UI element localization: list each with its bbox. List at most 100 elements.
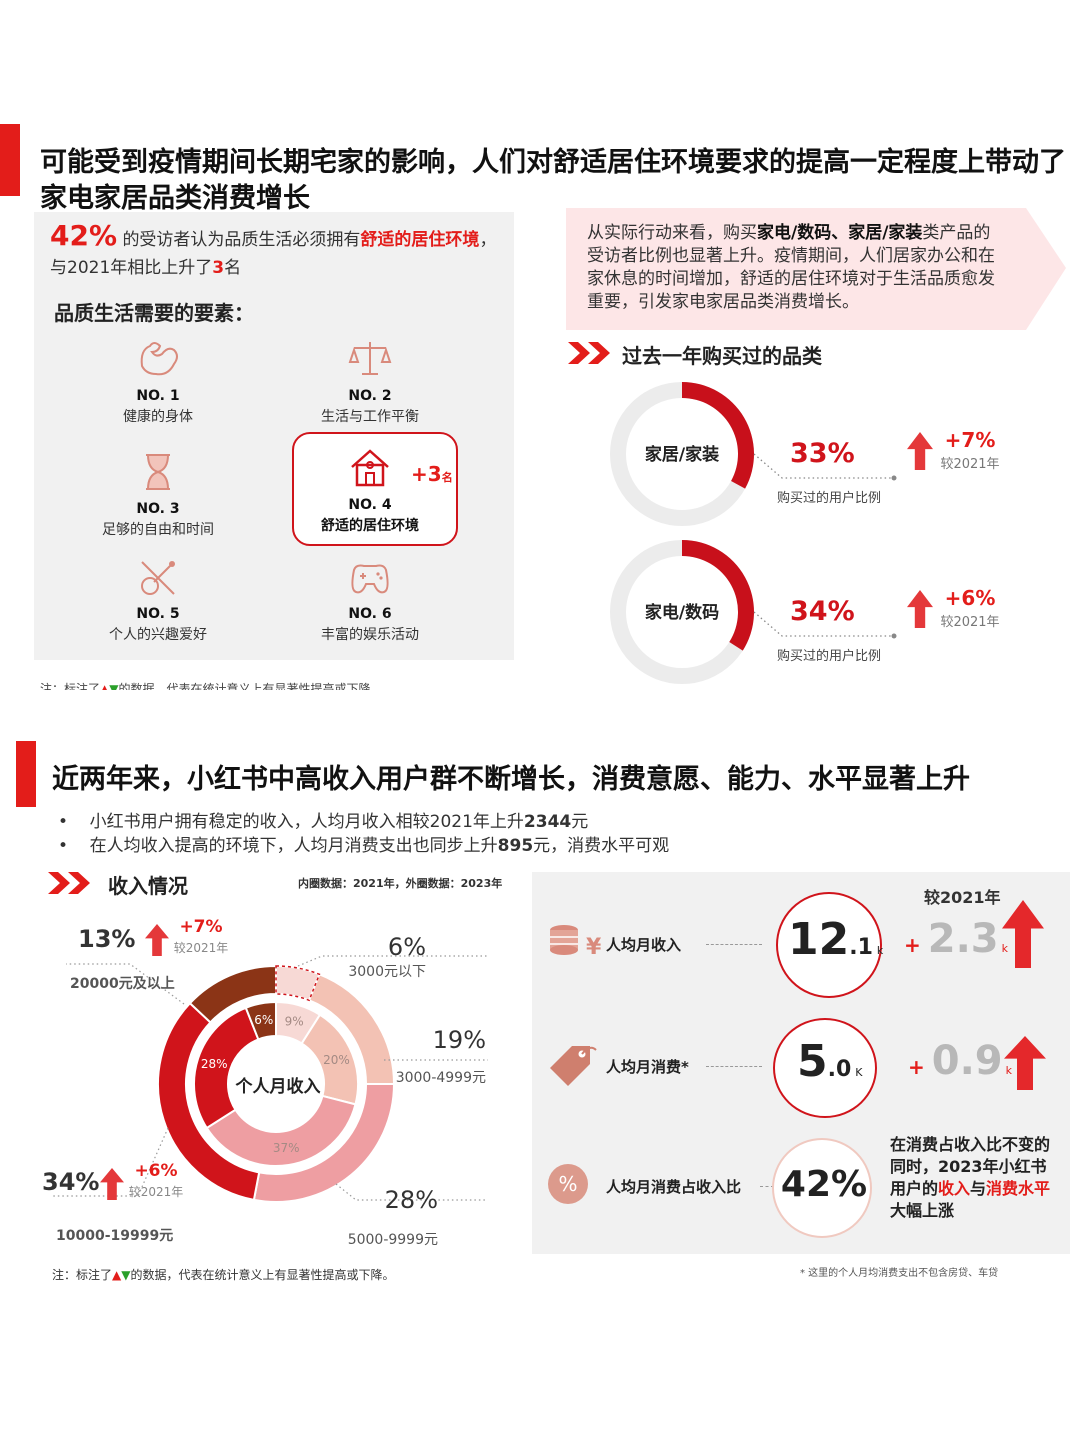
bullet-item: • 小红书用户拥有稳定的收入，人均月收入相较2021年上升2344元 — [58, 812, 589, 832]
ratio-text-a: 在消费占收入比不变的同时， — [890, 1135, 1051, 1176]
stat-leader-line — [706, 944, 762, 945]
bullet-text-b: 895 — [497, 836, 534, 856]
note-cut-icons-green: ▼ — [109, 682, 119, 690]
stat-text-c: 名 — [224, 258, 242, 278]
factor-label: 丰富的娱乐活动 — [321, 627, 419, 643]
factor-label: 健康的身体 — [123, 409, 193, 425]
stat-paragraph: 42% 的受访者认为品质生活必须拥有舒适的居住环境，与2021年相比上升了3名 — [50, 222, 510, 282]
up-arrow-icon-shape — [907, 432, 933, 470]
bullet-text-c: 元 — [571, 812, 589, 832]
footnote: * 这里的个人月均消费支出不包含房贷、车贷 — [800, 1268, 999, 1279]
pct-value: 33% — [790, 438, 855, 469]
factor-rank: NO. 1 — [136, 388, 180, 404]
rank-up-badge-unit: 名 — [441, 471, 453, 484]
pct-caption: 购买过的用户比例 — [777, 490, 881, 506]
income-legend: 内圈数据：2021年，外圈数据：2023年 — [298, 877, 503, 890]
up-arrow-icon — [1004, 1036, 1046, 1094]
factor-rank: NO. 3 — [136, 501, 180, 517]
stat-delta: + 2.3 k — [904, 916, 1008, 962]
stat-circle — [773, 1018, 877, 1118]
donut-category-label: 家居/家装 — [645, 444, 719, 465]
compare-label: 较2021年 — [940, 457, 999, 472]
stat-circle — [772, 1138, 872, 1238]
stat-value-dec: .1 — [849, 935, 873, 960]
factor-label: 足够的自由和时间 — [102, 522, 214, 538]
section1-title: 可能受到疫情期间长期宅家的影响，人们对舒适居住环境要求的提高一定程度上带动了家电… — [40, 147, 1066, 214]
outer-pct-value: 19% — [433, 1026, 486, 1054]
ratio-text: 在消费占收入比不变的同时，2023年小红书用户的收入与消费水平大幅上涨 — [890, 1134, 1058, 1222]
pct-caption: 购买过的用户比例 — [777, 648, 881, 664]
stat-delta-value: 2.3 — [927, 916, 999, 962]
rank-up-badge: +3名 — [411, 462, 453, 486]
highlight-box — [292, 432, 458, 546]
change-value: +7% — [179, 917, 222, 937]
bullet-text-c: 元，消费水平可观 — [533, 836, 670, 856]
up-arrow-icon-shape — [100, 1168, 124, 1200]
stat-value-int: 12 — [788, 914, 850, 965]
stat-value: 42% — [780, 1164, 868, 1205]
inner-ring-label: 28% — [201, 1057, 228, 1071]
inner-ring-slice — [205, 1094, 357, 1167]
stat-rank-up: 3 — [212, 258, 225, 278]
donut-slice — [682, 382, 754, 489]
note-a: 注：标注了 — [52, 1268, 113, 1282]
percent-icon: % — [546, 1162, 602, 1210]
note-cut-icons: ▲ — [100, 682, 110, 690]
double-chevron-icon — [48, 870, 92, 900]
stats-compare-title: 较2021年 — [924, 888, 1001, 907]
up-arrow-icon — [1002, 900, 1044, 972]
stat-label: 人均月消费占收入比 — [606, 1178, 742, 1196]
outer-category-label: 3000元以下 — [348, 964, 426, 980]
outer-category-label: 20000元及以上 — [70, 976, 175, 992]
factor-label: 个人的兴趣爱好 — [109, 627, 207, 643]
price-tag-icon — [546, 1042, 602, 1090]
scale-icon — [346, 336, 394, 382]
factors-title: 品质生活需要的要素： — [54, 301, 254, 325]
income-donut-chart: 9% 20% 37% 28% 6% 6% 3000元以下 19% 3000-4999元 28% 50… — [42, 917, 488, 1248]
section1-accent-bar — [0, 124, 20, 196]
svg-text:%: % — [558, 1172, 577, 1196]
bullet-text-a: 在人均收入提高的环境下，人均月消费支出也同步上升 — [89, 836, 498, 856]
note-b: 的数据，代表在统计意义上有显著性提高或下降。 — [130, 1268, 395, 1282]
outer-category-label: 10000-19999元 — [56, 1228, 173, 1244]
stat-value-int: 5 — [797, 1036, 828, 1087]
callout-text-b: 类产品的受访者比例也显著上升。疫情期间，人们居家办公和在家休息的时间增加，舒适的… — [587, 223, 995, 312]
outer-category-label: 5000-9999元 — [348, 1232, 438, 1248]
inner-ring-label: 20% — [323, 1053, 350, 1067]
leader-line — [52, 1127, 169, 1197]
change-value: +6% — [945, 586, 996, 610]
note-cut: 注：标注了▲▼的数据，代表在统计意义上有显著性提高或下降 — [40, 680, 371, 690]
stat-text-b: ，与2021年相比上升了 — [50, 230, 497, 278]
donut-slice — [682, 540, 754, 651]
ratio-mid: 与 — [970, 1179, 987, 1198]
stat-delta-unit: k — [1005, 1064, 1012, 1077]
note-down-icon: ▼ — [121, 1268, 131, 1282]
stat-leader-line — [706, 1066, 762, 1067]
inner-ring-slice — [193, 1006, 260, 1130]
up-arrow-icon — [100, 1168, 124, 1200]
factor-label: 舒适的居住环境 — [321, 518, 419, 534]
bullet-text-a: 小红书用户拥有稳定的收入，人均月收入相较2021年上升 — [89, 812, 524, 832]
up-arrow-icon-shape — [145, 924, 169, 956]
donut-category-label: 家电/数码 — [645, 602, 719, 623]
callout-text-bold: 家电/数码、家居/家装 — [757, 223, 923, 243]
leader-line — [753, 611, 894, 637]
inner-ring-label: 6% — [254, 1013, 273, 1027]
note-cut-a: 注：标注了 — [40, 682, 101, 690]
stat-circle — [776, 892, 882, 998]
income-title: 收入情况 — [108, 874, 188, 898]
stat-delta-sign: + — [904, 933, 928, 957]
outer-pct-value: 13% — [78, 925, 135, 953]
stat-delta-value: 0.9 — [931, 1038, 1003, 1084]
donut-center-label: 个人月收入 — [235, 1077, 321, 1097]
inner-ring-slice — [244, 1000, 277, 1041]
inner-ring-label: 37% — [273, 1141, 300, 1155]
hourglass-icon — [134, 449, 182, 495]
compare-label: 较2021年 — [174, 940, 229, 955]
ratio-text-b: 2023年小红书用户的 — [890, 1157, 1047, 1198]
section2-accent-bar — [16, 741, 36, 807]
section2-title: 近两年来，小红书中高收入用户群不断增长，消费意愿、能力、水平显著上升 — [52, 764, 970, 795]
stat-delta-sign: + — [908, 1055, 932, 1079]
factor-rank: NO. 2 — [348, 388, 392, 404]
up-arrow-icon — [907, 590, 933, 628]
